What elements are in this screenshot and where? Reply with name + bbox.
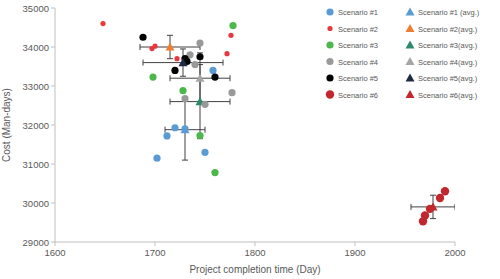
average-point [181, 125, 190, 133]
x-tick-label: 1700 [144, 247, 165, 258]
y-tick [51, 125, 55, 126]
data-point [139, 34, 146, 41]
average-point [166, 43, 175, 51]
x-tick [255, 242, 256, 246]
y-tick [51, 242, 55, 243]
y-tick-label: 35000 [23, 3, 49, 14]
data-point [224, 51, 229, 56]
data-point [181, 125, 188, 132]
legend-label: Scenario #1 [338, 8, 378, 17]
legend-marker [327, 26, 332, 31]
legend-marker [406, 57, 415, 65]
average-point [196, 74, 205, 82]
y-tick-label: 33000 [23, 81, 49, 92]
legend-label: Scenario #5 [338, 74, 378, 83]
data-point [201, 101, 208, 108]
legend-marker [406, 24, 415, 32]
legend-marker [406, 41, 415, 49]
x-tick-label: 1600 [44, 247, 65, 258]
data-point [100, 21, 105, 26]
data-point [229, 22, 236, 29]
x-tick-label: 2000 [444, 247, 465, 258]
legend-label: Scenario #2 [338, 25, 378, 34]
x-tick [55, 242, 56, 246]
data-point [153, 155, 160, 162]
data-point [211, 73, 218, 80]
data-point [171, 67, 178, 74]
legend-marker [406, 8, 415, 16]
x-tick-label: 1900 [344, 247, 365, 258]
data-point [421, 211, 429, 219]
data-point [171, 124, 178, 131]
y-tick [51, 86, 55, 87]
y-tick [51, 8, 55, 9]
data-point [196, 40, 203, 47]
legend-label: Scenario #6(avg.) [418, 91, 478, 100]
legend-marker [406, 74, 415, 82]
x-tick-label: 1800 [244, 247, 265, 258]
legend-marker [326, 8, 333, 15]
data-point [191, 61, 198, 68]
y-tick-label: 29000 [23, 237, 49, 248]
data-point [174, 56, 179, 61]
legend-label: Scenario #6 [338, 91, 378, 100]
legend-marker [326, 74, 333, 81]
data-point [196, 53, 203, 60]
data-point [201, 149, 208, 156]
legend-label: Scenario #4 [338, 58, 378, 67]
data-point [228, 89, 235, 96]
data-point [211, 169, 218, 176]
y-tick-label: 34000 [23, 42, 49, 53]
data-point [228, 33, 233, 38]
data-point [209, 67, 216, 74]
data-point [181, 95, 188, 102]
data-point [152, 44, 157, 49]
y-tick [51, 203, 55, 204]
average-point [429, 202, 438, 210]
x-axis-title: Project completion time (Day) [189, 264, 320, 275]
y-tick [51, 164, 55, 165]
y-tick-label: 32000 [23, 120, 49, 131]
legend-label: Scenario #4(avg.) [418, 58, 478, 67]
legend-label: Scenario #2(avg.) [418, 25, 478, 34]
legend-marker [326, 41, 333, 48]
data-point [149, 73, 156, 80]
average-point [179, 58, 188, 66]
legend-marker [326, 90, 334, 98]
chart: 1600 1700 1800 1900 2000 29000 30000 31000 32000… [0, 0, 500, 279]
legend-label: Scenario #5(avg.) [418, 74, 478, 83]
y-tick-label: 30000 [23, 198, 49, 209]
data-point [196, 132, 203, 139]
data-point [436, 194, 444, 202]
y-tick-label: 31000 [23, 159, 49, 170]
legend-marker [406, 90, 415, 98]
legend-label: Scenario #3(avg.) [418, 41, 478, 50]
legend: Scenario #1 Scenario #1 (avg.) Scenario #2… [326, 8, 480, 100]
y-axis-title: Cost (Man-days) [1, 88, 12, 162]
x-tick [155, 242, 156, 246]
x-tick [455, 242, 456, 246]
y-tick [51, 47, 55, 48]
data-point [441, 187, 449, 195]
legend-marker [326, 58, 333, 65]
x-tick [355, 242, 356, 246]
data-point [163, 132, 170, 139]
plot-marks [100, 21, 455, 226]
legend-label: Scenario #1 (avg.) [418, 8, 480, 17]
data-point [179, 87, 186, 94]
legend-label: Scenario #3 [338, 41, 378, 50]
